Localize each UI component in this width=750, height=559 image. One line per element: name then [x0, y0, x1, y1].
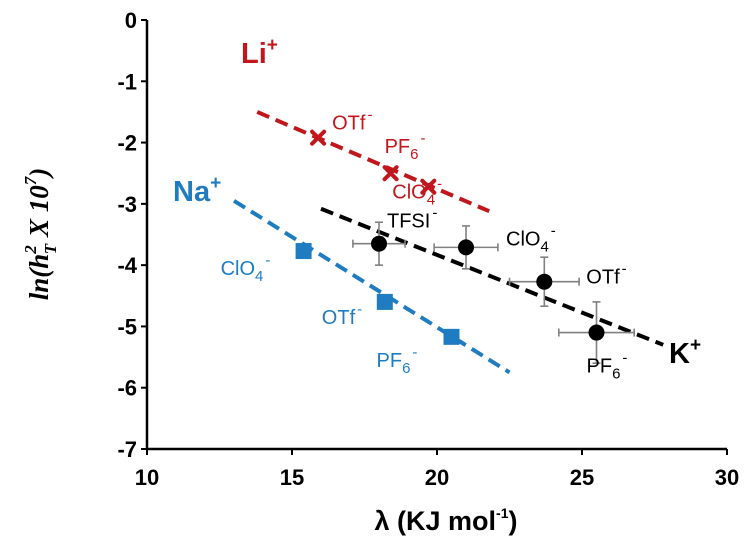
anion-label-li: OTf -	[332, 107, 372, 135]
y-tick-label: -1	[117, 69, 137, 94]
series-label-k: K+	[669, 335, 701, 370]
x-tick-label: 20	[425, 465, 449, 490]
anion-label-na: PF6-	[377, 344, 418, 377]
fit-line-na	[232, 199, 511, 375]
y-tick-label: -4	[117, 253, 137, 278]
data-point-k	[371, 235, 387, 252]
data-point-k	[536, 273, 553, 290]
anion-label-k: TFSI -	[387, 205, 437, 233]
fit-line-k	[320, 206, 664, 347]
series-label-li: Li+	[241, 35, 278, 70]
y-axis-title: ln(h2T X 107)	[21, 168, 60, 300]
anion-label-li: PF6-	[385, 130, 426, 163]
anion-label-k: OTf -	[586, 261, 626, 289]
data-point-na	[376, 293, 393, 310]
series-label-na: Na+	[173, 173, 221, 208]
y-tick-label: -7	[117, 437, 137, 462]
y-tick-label: -2	[117, 131, 137, 156]
y-tick-label: -6	[117, 376, 137, 401]
data-point-na	[295, 243, 312, 260]
anion-label-k: ClO4-	[506, 222, 556, 255]
data-point-k	[588, 324, 605, 341]
anion-label-na: ClO4-	[221, 252, 271, 285]
x-tick-label: 30	[715, 465, 739, 490]
y-tick-label: 0	[125, 8, 137, 33]
anion-label-li: ClO4-	[392, 176, 442, 209]
x-axis-title: λ (KJ mol-1)	[375, 505, 518, 536]
y-tick-label: -3	[117, 192, 137, 217]
data-point-li	[382, 165, 399, 182]
y-tick-label: -5	[117, 314, 137, 339]
anion-label-na: OTf -	[322, 301, 362, 329]
data-point-na	[443, 328, 460, 345]
fit-line-li	[256, 110, 490, 214]
data-point-li	[310, 129, 327, 146]
data-point-k	[458, 239, 474, 256]
anion-label-k: PF6-	[587, 350, 628, 383]
data-point-li	[420, 178, 437, 195]
x-tick-label: 15	[280, 465, 304, 490]
x-tick-label: 25	[570, 465, 594, 490]
x-tick-label: 10	[135, 465, 159, 490]
